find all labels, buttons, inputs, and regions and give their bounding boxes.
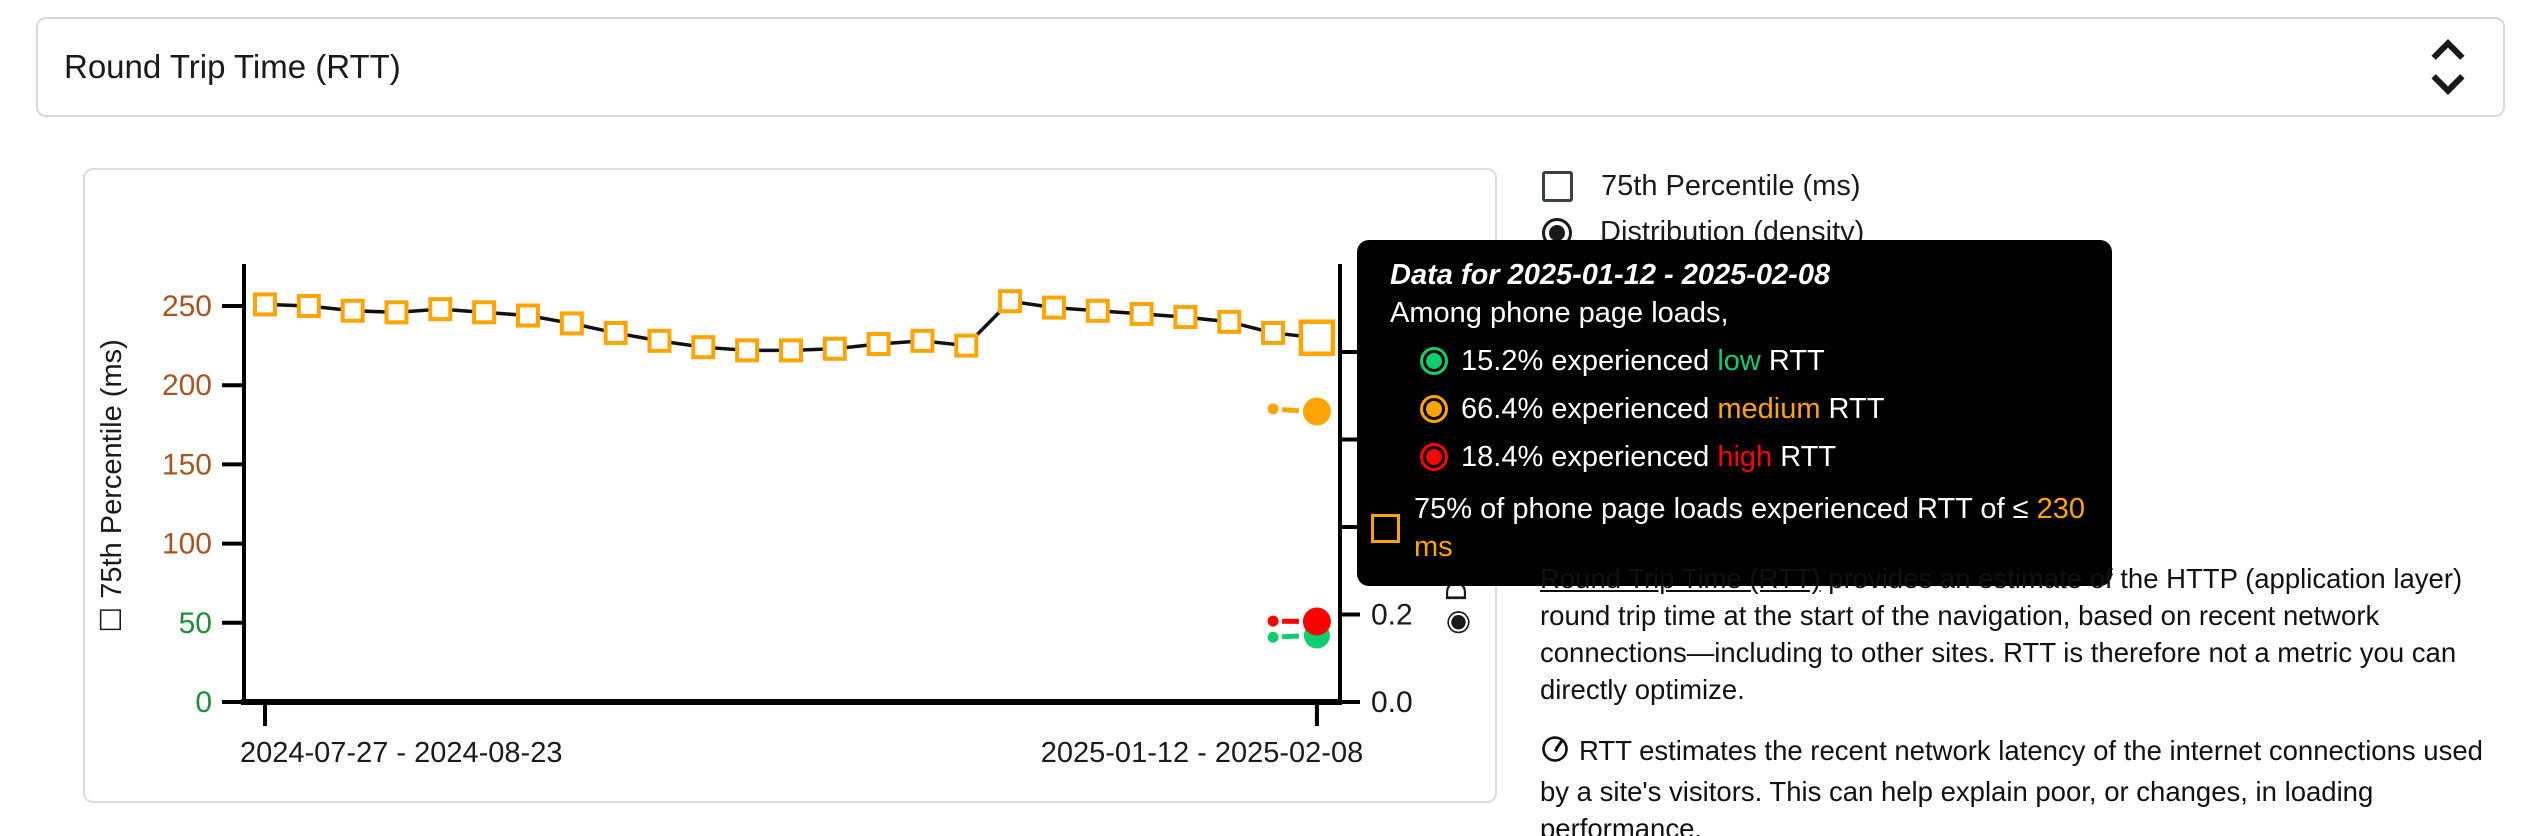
low-rtt-bullet-icon <box>1420 347 1448 375</box>
rtt-definition-paragraph: Round Trip Time (RTT) provides an estima… <box>1540 563 2463 705</box>
tooltip-footer-text: 75% of phone page loads experienced RTT … <box>1414 493 2037 525</box>
tooltip-row-lead: 66.4% experienced <box>1461 393 1718 425</box>
tooltip-title: Data for 2025-01-12 - 2025-02-08 <box>1390 259 1831 291</box>
chart-legend: 75th Percentile (ms) Distribution (densi… <box>1542 170 1864 249</box>
rtt-timeseries-chart[interactable]: 0501001502002500.00.20.40.60.82024-07-27… <box>85 170 1495 801</box>
svg-text:☐ 75th Percentile (ms): ☐ 75th Percentile (ms) <box>96 339 128 633</box>
high-rtt-bullet-icon <box>1420 443 1448 471</box>
svg-text:0: 0 <box>195 686 212 719</box>
svg-text:0.2: 0.2 <box>1371 599 1413 632</box>
tooltip-row-level: low <box>1717 345 1761 377</box>
tooltip-row-lead: 18.4% experienced <box>1461 441 1718 473</box>
svg-text:2024-07-27 - 2024-08-23: 2024-07-27 - 2024-08-23 <box>240 737 562 769</box>
tooltip-row-level: high <box>1717 441 1773 473</box>
svg-text:2025-01-12 - 2025-02-08: 2025-01-12 - 2025-02-08 <box>1041 737 1363 769</box>
rtt-chart-card: 0501001502002500.00.20.40.60.82024-07-27… <box>83 168 1497 803</box>
tooltip-row-tail: RTT <box>1772 441 1837 473</box>
svg-text:50: 50 <box>179 607 212 640</box>
metric-select[interactable]: Round Trip Time (RTT) <box>36 17 2505 117</box>
medium-rtt-bullet-icon <box>1420 395 1448 423</box>
gauge-icon <box>1540 734 1570 773</box>
tooltip-row-medium: 66.4% experienced medium RTT <box>1420 390 2092 428</box>
percentile-square-icon <box>1371 513 1400 543</box>
tooltip-row-tail: RTT <box>1760 345 1825 377</box>
tooltip-row-tail: RTT <box>1820 393 1885 425</box>
legend-75th-percentile[interactable]: 75th Percentile (ms) <box>1542 170 1864 203</box>
svg-text:0.0: 0.0 <box>1371 686 1413 719</box>
unfold-more-icon <box>2423 30 2473 104</box>
legend-label: 75th Percentile (ms) <box>1601 170 1861 202</box>
tooltip-row-level: medium <box>1717 393 1821 425</box>
metric-description: Round Trip Time (RTT) provides an estima… <box>1540 560 2498 836</box>
chart-tooltip: Data for 2025-01-12 - 2025-02-08 Among p… <box>1357 240 2112 586</box>
svg-text:250: 250 <box>162 290 212 323</box>
tooltip-subtitle: Among phone page loads, <box>1390 297 1729 329</box>
svg-text:150: 150 <box>162 448 212 481</box>
rtt-docs-link[interactable]: Round Trip Time (RTT) <box>1540 563 1821 594</box>
metric-select-value: Round Trip Time (RTT) <box>64 48 401 85</box>
tooltip-row-high: 18.4% experienced high RTT <box>1420 438 2092 476</box>
tooltip-row-lead: 15.2% experienced <box>1461 345 1718 377</box>
tooltip-percentile-row: 75% of phone page loads experienced RTT … <box>1371 490 2092 566</box>
rtt-explainer-paragraph: RTT estimates the recent network latency… <box>1540 734 2483 836</box>
tooltip-footer-value: 230 ms <box>1414 493 2086 563</box>
checkbox-unchecked-icon[interactable] <box>1542 171 1573 202</box>
tooltip-row-low: 15.2% experienced low RTT <box>1420 342 2092 380</box>
svg-text:100: 100 <box>162 528 212 561</box>
svg-text:200: 200 <box>162 369 212 402</box>
